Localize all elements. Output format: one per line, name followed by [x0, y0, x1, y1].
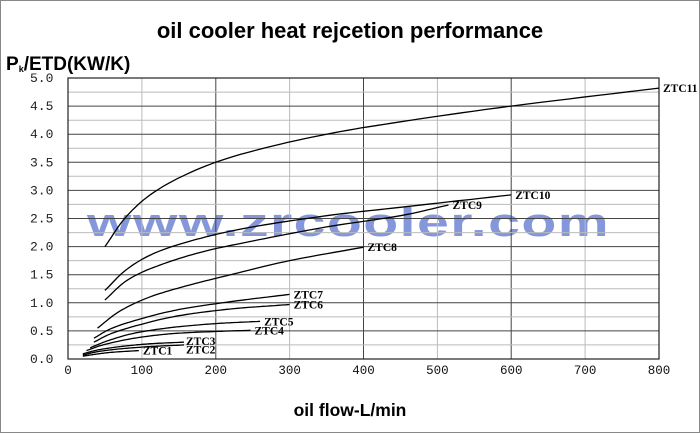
svg-text:1.0: 1.0 [30, 296, 53, 311]
svg-text:0: 0 [64, 364, 72, 378]
svg-text:ZTC11: ZTC11 [663, 83, 698, 95]
svg-text:4.0: 4.0 [30, 127, 53, 142]
svg-text:400: 400 [352, 364, 375, 378]
svg-text:2.0: 2.0 [30, 240, 53, 255]
svg-text:500: 500 [426, 364, 449, 378]
svg-text:ZTC6: ZTC6 [294, 300, 324, 312]
svg-text:300: 300 [278, 364, 301, 378]
svg-text:3.5: 3.5 [30, 155, 53, 170]
svg-text:ZTC9: ZTC9 [453, 200, 483, 212]
svg-text:700: 700 [574, 364, 597, 378]
svg-text:2.5: 2.5 [30, 212, 53, 227]
svg-text:ZTC8: ZTC8 [368, 242, 398, 254]
svg-text:ZTC2: ZTC2 [186, 345, 216, 357]
svg-text:ZTC10: ZTC10 [515, 190, 550, 202]
svg-text:800: 800 [648, 364, 671, 378]
svg-text:0.5: 0.5 [30, 324, 53, 339]
svg-text:200: 200 [205, 364, 228, 378]
svg-text:1.5: 1.5 [30, 268, 53, 283]
svg-text:100: 100 [131, 364, 154, 378]
svg-text:0.0: 0.0 [30, 352, 53, 367]
svg-text:5.0: 5.0 [30, 71, 53, 86]
svg-text:4.5: 4.5 [30, 99, 53, 114]
svg-text:ZTC4: ZTC4 [255, 325, 285, 337]
svg-text:3.0: 3.0 [30, 183, 53, 198]
svg-text:ZTC1: ZTC1 [143, 346, 173, 358]
svg-text:600: 600 [500, 364, 523, 378]
